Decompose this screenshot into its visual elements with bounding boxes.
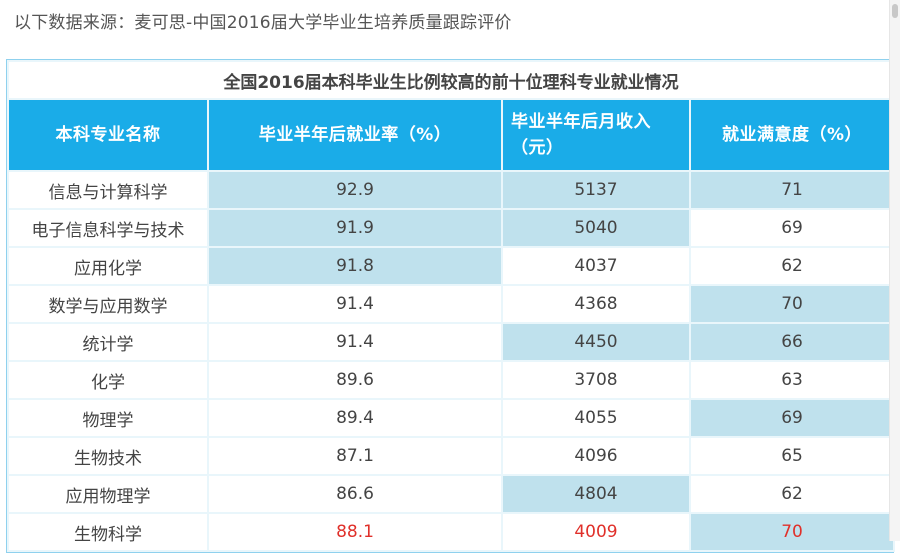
table-caption: 全国2016届本科毕业生比例较高的前十位理科专业就业情况 xyxy=(6,60,896,100)
cell-satisfaction: 66 xyxy=(688,322,896,362)
cell-employment: 87.1 xyxy=(207,436,503,476)
cell-major: 电子信息科学与技术 xyxy=(7,208,209,248)
cell-employment: 91.4 xyxy=(207,322,503,362)
cell-employment: 89.6 xyxy=(207,360,503,400)
cell-satisfaction: 69 xyxy=(688,398,896,438)
table-row: 信息与计算科学 92.9 5137 71 xyxy=(7,170,896,210)
cell-income: 4096 xyxy=(501,436,691,476)
cell-income: 4037 xyxy=(501,246,691,286)
cell-income: 4009 xyxy=(501,512,691,552)
cell-major: 物理学 xyxy=(7,398,209,438)
cell-major: 生物科学 xyxy=(7,512,209,552)
cell-income: 4055 xyxy=(501,398,691,438)
cell-satisfaction: 62 xyxy=(688,474,896,514)
cell-satisfaction: 63 xyxy=(688,360,896,400)
cell-major: 应用化学 xyxy=(7,246,209,286)
cell-income: 5137 xyxy=(501,170,691,210)
cell-income: 3708 xyxy=(501,360,691,400)
table-header-row: 本科专业名称 毕业半年后就业率（%） 毕业半年后月收入（元） 就业满意度（%） xyxy=(7,98,896,172)
cell-income: 4804 xyxy=(501,474,691,514)
cell-major: 统计学 xyxy=(7,322,209,362)
cell-employment: 91.8 xyxy=(207,246,503,286)
header-employment-rate: 毕业半年后就业率（%） xyxy=(207,98,503,172)
cell-satisfaction: 65 xyxy=(688,436,896,476)
table-row: 物理学 89.4 4055 69 xyxy=(7,398,896,438)
cell-income: 5040 xyxy=(501,208,691,248)
table-row: 数学与应用数学 91.4 4368 70 xyxy=(7,284,896,324)
cell-employment: 92.9 xyxy=(207,170,503,210)
cell-major: 生物技术 xyxy=(7,436,209,476)
table-row: 应用化学 91.8 4037 62 xyxy=(7,246,896,286)
header-monthly-income: 毕业半年后月收入（元） xyxy=(501,98,691,172)
table-row: 生物科学 88.1 4009 70 xyxy=(7,512,896,552)
cell-satisfaction: 70 xyxy=(688,512,896,552)
cell-employment: 91.9 xyxy=(207,208,503,248)
table-row: 统计学 91.4 4450 66 xyxy=(7,322,896,362)
cell-major: 化学 xyxy=(7,360,209,400)
employment-table-container: 全国2016届本科毕业生比例较高的前十位理科专业就业情况 本科专业名称 毕业半年… xyxy=(6,59,896,553)
table-caption-row: 全国2016届本科毕业生比例较高的前十位理科专业就业情况 xyxy=(6,60,896,100)
cell-employment: 89.4 xyxy=(207,398,503,438)
cell-satisfaction: 62 xyxy=(688,246,896,286)
cell-satisfaction: 70 xyxy=(688,284,896,324)
header-major: 本科专业名称 xyxy=(7,98,209,172)
cell-income: 4450 xyxy=(501,322,691,362)
table-row: 应用物理学 86.6 4804 62 xyxy=(7,474,896,514)
cell-income: 4368 xyxy=(501,284,691,324)
cell-employment: 91.4 xyxy=(207,284,503,324)
table-row: 生物技术 87.1 4096 65 xyxy=(7,436,896,476)
cell-major: 应用物理学 xyxy=(7,474,209,514)
header-satisfaction: 就业满意度（%） xyxy=(688,98,896,172)
scrollbar-thumb[interactable] xyxy=(892,4,898,18)
cell-employment: 88.1 xyxy=(207,512,503,552)
employment-table: 全国2016届本科毕业生比例较高的前十位理科专业就业情况 本科专业名称 毕业半年… xyxy=(6,60,896,552)
table-row: 化学 89.6 3708 63 xyxy=(7,360,896,400)
table-row: 电子信息科学与技术 91.9 5040 69 xyxy=(7,208,896,248)
cell-satisfaction: 71 xyxy=(688,170,896,210)
cell-major: 数学与应用数学 xyxy=(7,284,209,324)
cell-satisfaction: 69 xyxy=(688,208,896,248)
source-note: 以下数据来源：麦可思-中国2016届大学毕业生培养质量跟踪评价 xyxy=(14,13,512,33)
cell-major: 信息与计算科学 xyxy=(7,170,209,210)
cell-employment: 86.6 xyxy=(207,474,503,514)
page-scrollbar[interactable] xyxy=(889,0,900,541)
